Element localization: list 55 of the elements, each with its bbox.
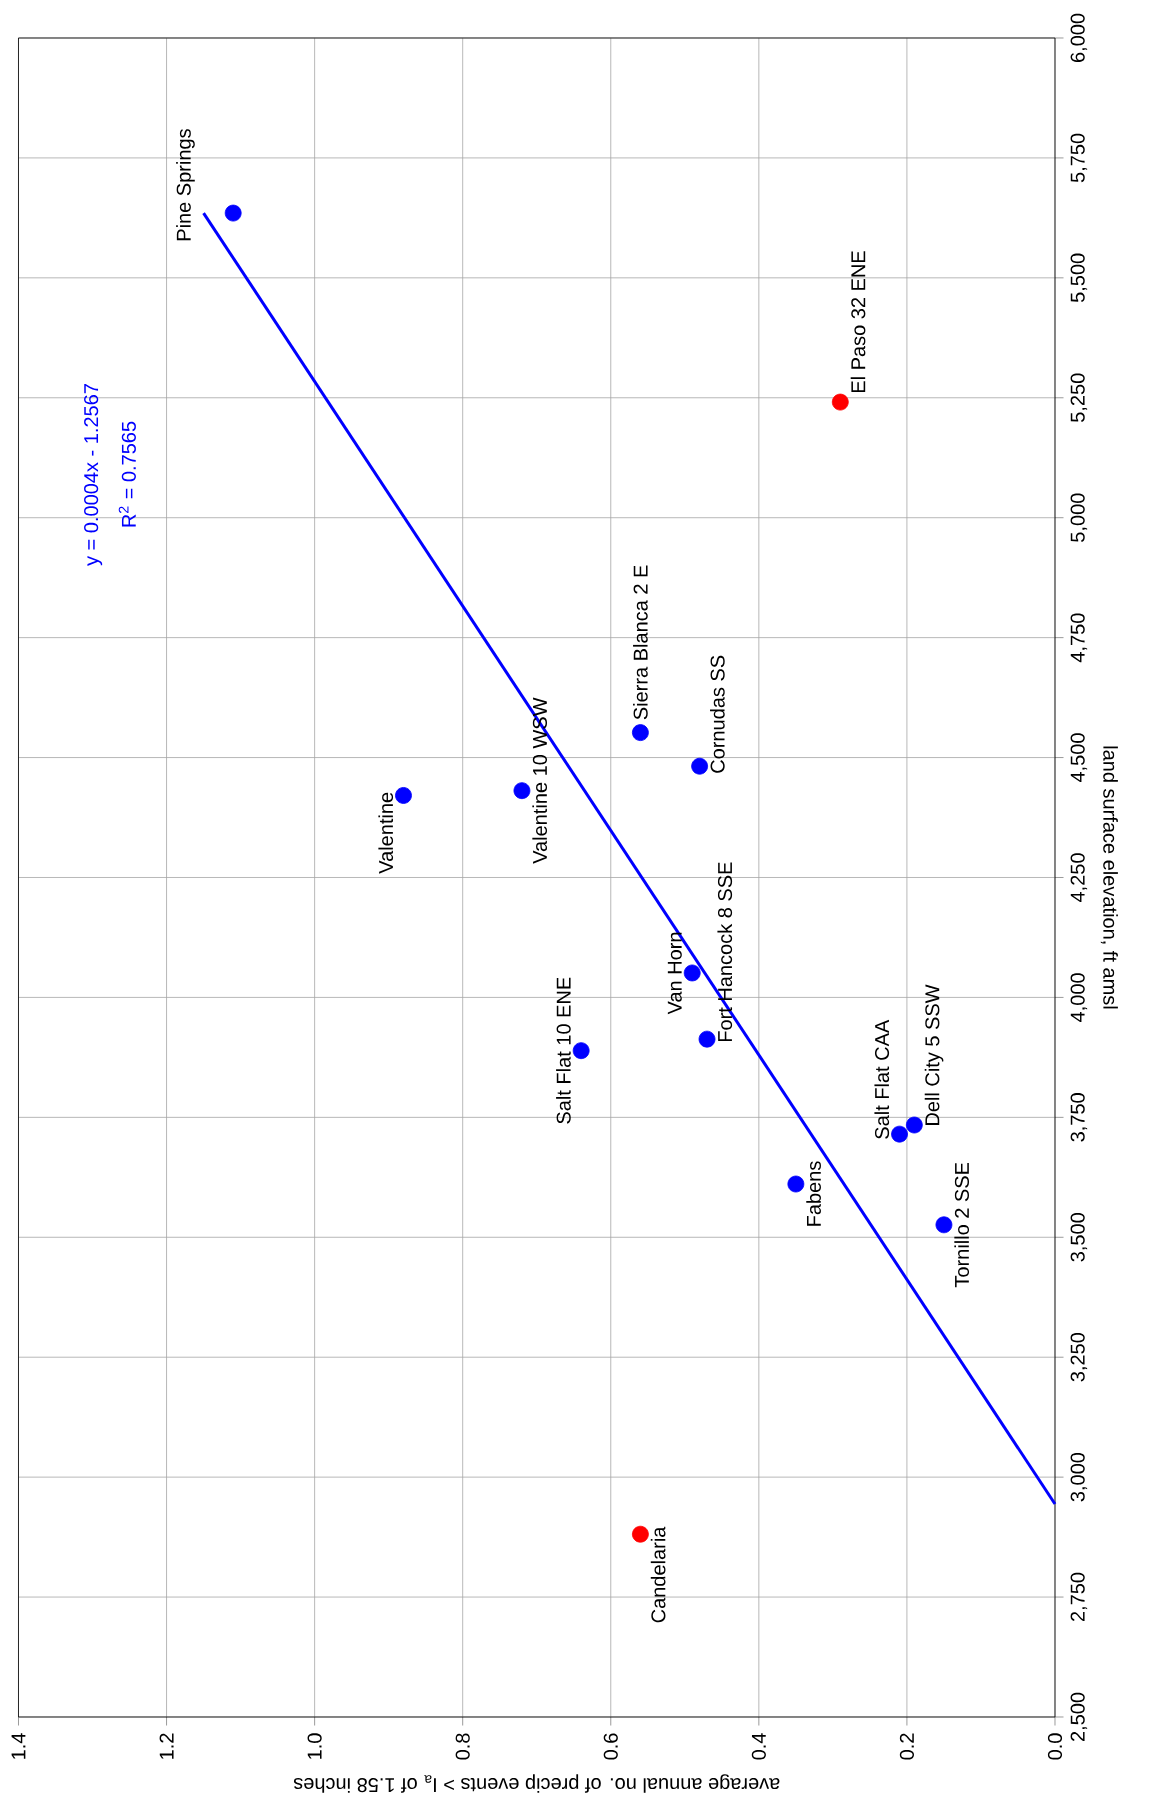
annotation: y = 0.0004x - 1.2567 (84, 384, 103, 566)
point (787, 1175, 805, 1193)
annotation: R$^{2}$ = 0.7565 (118, 421, 136, 527)
annotation: Valentine (378, 792, 394, 874)
annotation: Sierra Blanca 2 E (633, 565, 648, 720)
annotation: Fabens (806, 1161, 821, 1226)
y-tick-label: 4,500 (1070, 733, 1088, 783)
x-tick-label: 0.2 (899, 1733, 914, 1760)
annotation: El Paso 32 ENE (850, 251, 866, 393)
point (831, 393, 849, 411)
point (631, 724, 649, 742)
annotation: Salt Flat CAA (874, 1019, 890, 1139)
x-tick-label: 1.2 (159, 1733, 174, 1759)
y-tick-label: 5,500 (1070, 253, 1088, 303)
point (513, 782, 531, 800)
y-tick-label: 6,000 (1070, 13, 1088, 63)
annotation: Tornillo 2 SSE (954, 1162, 970, 1288)
annotation: Fort Hancock 8 SSE (717, 862, 733, 1042)
point (395, 787, 412, 804)
point (905, 1116, 923, 1134)
y-tick-label: 3,500 (1070, 1213, 1088, 1262)
x-tick-label: 0.0 (1047, 1733, 1063, 1760)
y-axis-title: land surface elevation, ft amsl (1100, 746, 1118, 1009)
y-tick-label: 5,000 (1070, 493, 1088, 542)
annotation: Cornudas SS (710, 655, 725, 773)
point (224, 204, 242, 222)
y-tick-label: 5,250 (1070, 373, 1088, 422)
annotation: Van Horn (667, 932, 682, 1015)
y-tick-label: 2,750 (1070, 1572, 1088, 1622)
x-tick-label: 0.8 (455, 1733, 470, 1760)
y-tick-label: 5,750 (1070, 133, 1088, 183)
annotation: Candelaria (650, 1526, 666, 1623)
x-tick-label: 1.0 (307, 1733, 322, 1759)
x-tick-label: 0.4 (751, 1733, 766, 1760)
annotation: Valentine 10 WSW (532, 697, 548, 864)
point (683, 964, 701, 982)
x-axis-title: average annual no. of precip events > I$_{a}$ of 1.58 inches (293, 1774, 780, 1793)
point (698, 1030, 716, 1048)
y-tick-label: 4,000 (1070, 973, 1088, 1022)
x-tick-label: 1.4 (11, 1733, 26, 1759)
point (691, 757, 709, 775)
y-tick-label: 3,750 (1070, 1093, 1088, 1142)
annotation: Dell City 5 SSW (924, 984, 944, 1125)
x-tick-label: 0.6 (603, 1733, 618, 1760)
y-tick-label: 4,250 (1070, 853, 1088, 903)
y-tick-label: 3,000 (1070, 1452, 1088, 1502)
point (891, 1125, 908, 1143)
point (631, 1525, 649, 1543)
y-tick-label: 4,750 (1070, 613, 1088, 663)
annotation: Salt Flat 10 ENE (556, 977, 571, 1124)
y-tick-label: 3,250 (1070, 1332, 1088, 1382)
annotation: Pine Springs (176, 129, 195, 241)
y-tick-label: 2,500 (1070, 1692, 1088, 1742)
point (935, 1216, 953, 1234)
point (572, 1042, 590, 1060)
